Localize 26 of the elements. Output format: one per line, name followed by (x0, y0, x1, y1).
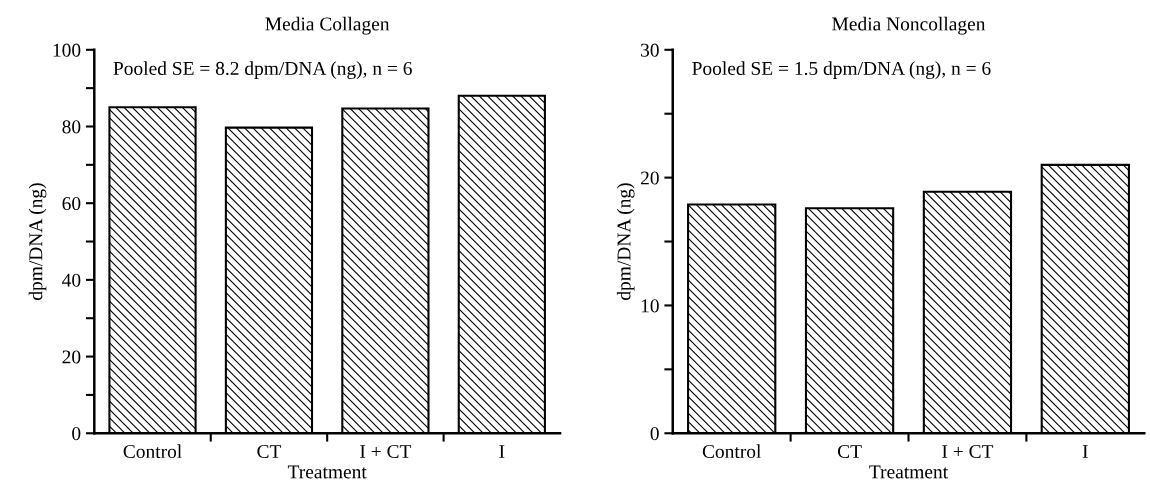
x-tick-label: CT (837, 444, 862, 459)
y-tick-label: 0 (650, 427, 659, 441)
y-tick-label: 100 (53, 43, 81, 57)
chart-title: Media Collagen (265, 16, 390, 35)
x-tick-label: Control (702, 444, 762, 459)
x-tick-label: Control (123, 444, 182, 459)
y-tick-label: 40 (62, 273, 81, 287)
y-tick-label: 60 (62, 197, 81, 211)
x-tick-label: I (1082, 445, 1088, 458)
y-axis-title: dpm/DNA (ng) (616, 183, 635, 300)
y-tick-label: 80 (62, 120, 81, 134)
chart-title: Media Noncollagen (832, 16, 986, 35)
x-axis-title: Treatment (869, 465, 948, 479)
y-tick-label: 30 (641, 43, 659, 57)
x-tick-label: I + CT (942, 444, 994, 459)
annotation: Pooled SE = 8.2 dpm/DNA (ng), n = 6 (113, 61, 412, 79)
x-tick-label: I (499, 445, 505, 458)
y-tick-label: 10 (641, 299, 659, 313)
y-tick-label: 20 (640, 171, 659, 185)
annotation: Pooled SE = 1.5 dpm/DNA (ng), n = 6 (692, 61, 991, 79)
x-axis-title: Treatment (287, 465, 367, 479)
x-tick-label: I + CT (360, 444, 412, 459)
x-tick-label: CT (257, 444, 282, 459)
y-tick-label: 0 (72, 427, 81, 441)
y-tick-label: 20 (62, 350, 81, 364)
y-axis-title: dpm/DNA (ng) (28, 183, 47, 300)
